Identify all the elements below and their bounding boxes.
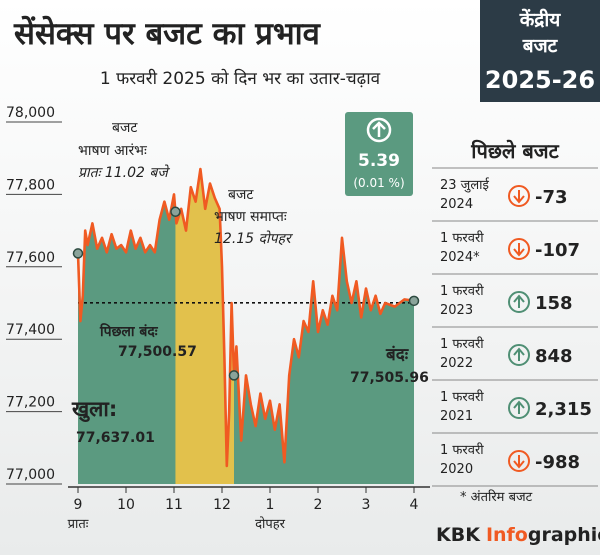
annotation: बजट [112, 120, 138, 136]
x-tick-label: 1 [266, 497, 275, 513]
badge-line: बजट [522, 35, 559, 57]
row-date: 1 फरवरी [440, 442, 484, 458]
row-icon [508, 397, 530, 419]
marker-dot [170, 206, 181, 218]
annotations: बजट भाषण आरंभः प्रातः 11.02 बजे बजट भाषण… [71, 120, 429, 446]
y-tick-label: 77,600 [6, 250, 55, 266]
area [78, 169, 414, 484]
row-change: -107 [535, 240, 580, 261]
row-arrow [513, 243, 525, 257]
brand-part: KBK [436, 524, 481, 546]
row-icon [508, 344, 530, 366]
row-date: 1 फरवरी [440, 230, 484, 246]
row-icon [508, 291, 530, 313]
prev-close-value: 77,500.57 [118, 344, 197, 360]
row-icon [508, 185, 530, 207]
row-date: 23 जुलाई [440, 177, 490, 193]
row-date: 2024 [440, 197, 473, 212]
x-period-label: प्रातः [68, 517, 89, 532]
price-line [76, 167, 415, 468]
x-tick-label: 2 [314, 497, 323, 513]
chart: 77,000 77,200 77,400 77,600 77,800 78,000 9 10 1… [6, 105, 430, 532]
brand-part: graphics [528, 524, 600, 546]
row-change: -988 [535, 452, 580, 473]
y-tick-label: 77,400 [6, 322, 55, 338]
sidebar-title: पिछले बजट [470, 139, 559, 163]
marker-dot [72, 248, 84, 259]
row-arrow [513, 400, 525, 414]
row-date: 2022 [440, 356, 473, 371]
row-date: 2020 [440, 462, 473, 477]
annotation: भाषण समाप्तः [214, 209, 288, 225]
up-arrow [372, 121, 386, 137]
row-date: 1 फरवरी [440, 336, 484, 352]
row-date: 2024* [440, 250, 480, 265]
title: सेंसेक्स पर बजट का प्रभाव [13, 15, 322, 52]
annotation: भाषण आरंभः [78, 143, 148, 159]
subtitle: 1 फरवरी 2025 को दिन भर का उतार-चढ़ाव [100, 68, 381, 89]
change-value: 5.39 [358, 151, 400, 171]
badge-year: 2025-26 [485, 66, 595, 94]
row-arrow [513, 190, 525, 204]
change-box-bg [345, 112, 413, 196]
up-icon [366, 117, 392, 143]
row-date: 2021 [440, 409, 473, 424]
row-change: 158 [535, 293, 573, 314]
row-icon [508, 238, 530, 260]
x-tick-label: 3 [362, 497, 371, 513]
x-tick-label: 11 [165, 497, 183, 513]
sidebar: पिछले बजट * अंतरिम बजट 23 जुलाई 2024 -73 1 … [432, 139, 598, 505]
row-change: 848 [535, 346, 573, 367]
row-change: 2,315 [535, 399, 592, 420]
row-arrow [513, 347, 525, 361]
badge-line: केंद्रीय [519, 8, 562, 31]
x-tick-label: 12 [213, 497, 231, 513]
brand-part: Info [486, 524, 528, 546]
row-date: 2023 [440, 303, 473, 318]
marker-dot [228, 370, 240, 381]
y-tick-label: 77,200 [6, 395, 55, 411]
footnote: * अंतरिम बजट [460, 489, 533, 505]
row-date: 1 फरवरी [440, 389, 484, 405]
marker-dot [408, 295, 420, 307]
change-percent: (0.01 %) [353, 176, 404, 190]
change-box: 5.39 (0.01 %) [345, 112, 413, 196]
open-value: 77,637.01 [76, 430, 155, 446]
brand: KBKInfographics [436, 524, 600, 546]
close-value: 77,505.96 [350, 370, 429, 386]
badge [480, 0, 600, 102]
x-period-label: दोपहर [255, 516, 286, 532]
annotation: 12.15 दोपहर [214, 230, 294, 247]
row-arrow [513, 455, 525, 469]
close-label: बंदः [385, 345, 410, 365]
x-tick-label: 4 [410, 497, 419, 513]
x-tick-label: 9 [74, 497, 83, 513]
annotation: प्रातः 11.02 बजे [78, 164, 170, 181]
row-icon [508, 450, 530, 472]
y-tick-label: 77,800 [6, 177, 55, 193]
row-date: 1 फरवरी [440, 283, 484, 299]
y-tick-label: 77,000 [6, 467, 55, 483]
row-arrow [513, 294, 525, 308]
row-change: -73 [535, 187, 568, 208]
y-tick-label: 78,000 [6, 105, 55, 121]
x-tick-label: 10 [117, 497, 135, 513]
annotation: बजट [228, 187, 254, 203]
prev-close-label: पिछला बंदः [99, 323, 159, 340]
open-label: खुला: [71, 397, 117, 423]
